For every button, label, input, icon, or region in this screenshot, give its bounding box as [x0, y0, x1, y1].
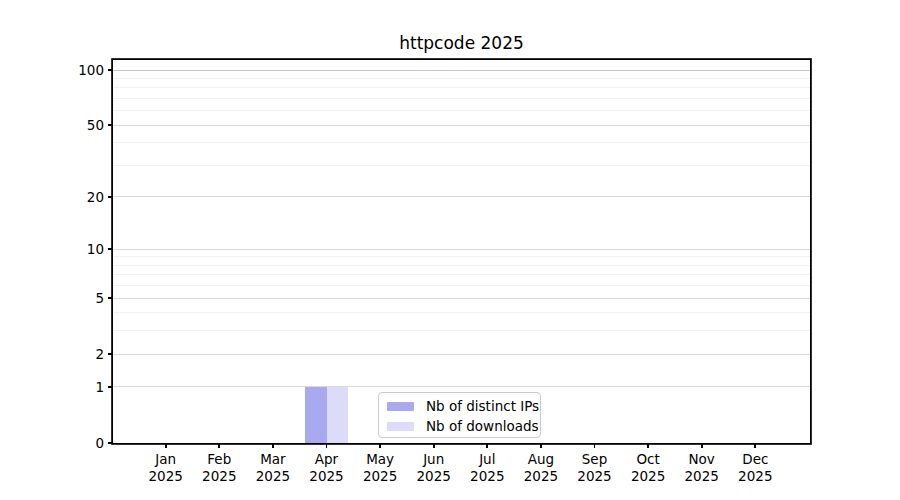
gridline-minor — [113, 256, 810, 257]
y-tick-label: 0 — [60, 434, 104, 452]
gridline-minor — [113, 165, 810, 166]
y-tick — [108, 297, 113, 299]
x-tick — [486, 443, 488, 448]
y-tick — [108, 248, 113, 250]
plot-area: 0125102050100 Jan2025Feb2025Mar2025Apr20… — [113, 60, 810, 443]
bar-nb-of-distinct-ips — [305, 387, 327, 443]
y-tick-label: 5 — [60, 289, 104, 307]
legend-label: Nb of downloads — [426, 418, 539, 435]
chart-title: httpcode 2025 — [113, 33, 810, 53]
gridline-minor — [113, 87, 810, 88]
gridline-minor — [113, 312, 810, 313]
legend: Nb of distinct IPs Nb of downloads — [378, 392, 541, 438]
x-tick — [647, 443, 649, 448]
gridline-minor — [113, 330, 810, 331]
legend-item-distinct-ips: Nb of distinct IPs — [379, 396, 540, 416]
y-tick — [108, 353, 113, 355]
y-tick — [108, 386, 113, 388]
y-tick-label: 1 — [60, 378, 104, 396]
y-tick-label: 2 — [60, 345, 104, 363]
gridline-minor — [113, 78, 810, 79]
gridline-minor — [113, 274, 810, 275]
figure: httpcode 2025 0125102050100 Jan2025Feb20… — [0, 0, 900, 500]
x-tick — [218, 443, 220, 448]
x-tick — [165, 443, 167, 448]
y-tick — [108, 124, 113, 126]
bar-nb-of-downloads — [327, 387, 349, 443]
x-tick — [379, 443, 381, 448]
x-tick — [540, 443, 542, 448]
gridline-major — [113, 70, 810, 71]
legend-item-downloads: Nb of downloads — [379, 416, 540, 436]
legend-swatch-distinct-ips — [387, 402, 414, 411]
gridline-major — [113, 249, 810, 250]
gridline-major — [113, 298, 810, 299]
gridline-major — [113, 386, 810, 387]
gridline-major — [113, 125, 810, 126]
y-tick — [108, 196, 113, 198]
gridline-minor — [113, 98, 810, 99]
gridline-major — [113, 354, 810, 355]
x-tick — [701, 443, 703, 448]
y-tick-label: 20 — [60, 188, 104, 206]
gridline-minor — [113, 110, 810, 111]
x-tick — [594, 443, 596, 448]
legend-label: Nb of distinct IPs — [426, 398, 539, 415]
gridline-minor — [113, 285, 810, 286]
x-tick — [326, 443, 328, 448]
legend-swatch-downloads — [387, 422, 414, 431]
y-tick-label: 50 — [60, 116, 104, 134]
x-tick-label: Dec2025 — [723, 451, 787, 485]
gridline-major — [113, 196, 810, 197]
y-tick-label: 10 — [60, 240, 104, 258]
y-tick — [108, 442, 113, 444]
y-tick — [108, 69, 113, 71]
gridline-minor — [113, 265, 810, 266]
x-tick — [433, 443, 435, 448]
gridline-minor — [113, 142, 810, 143]
x-tick — [754, 443, 756, 448]
y-tick-label: 100 — [60, 61, 104, 79]
x-tick — [272, 443, 274, 448]
